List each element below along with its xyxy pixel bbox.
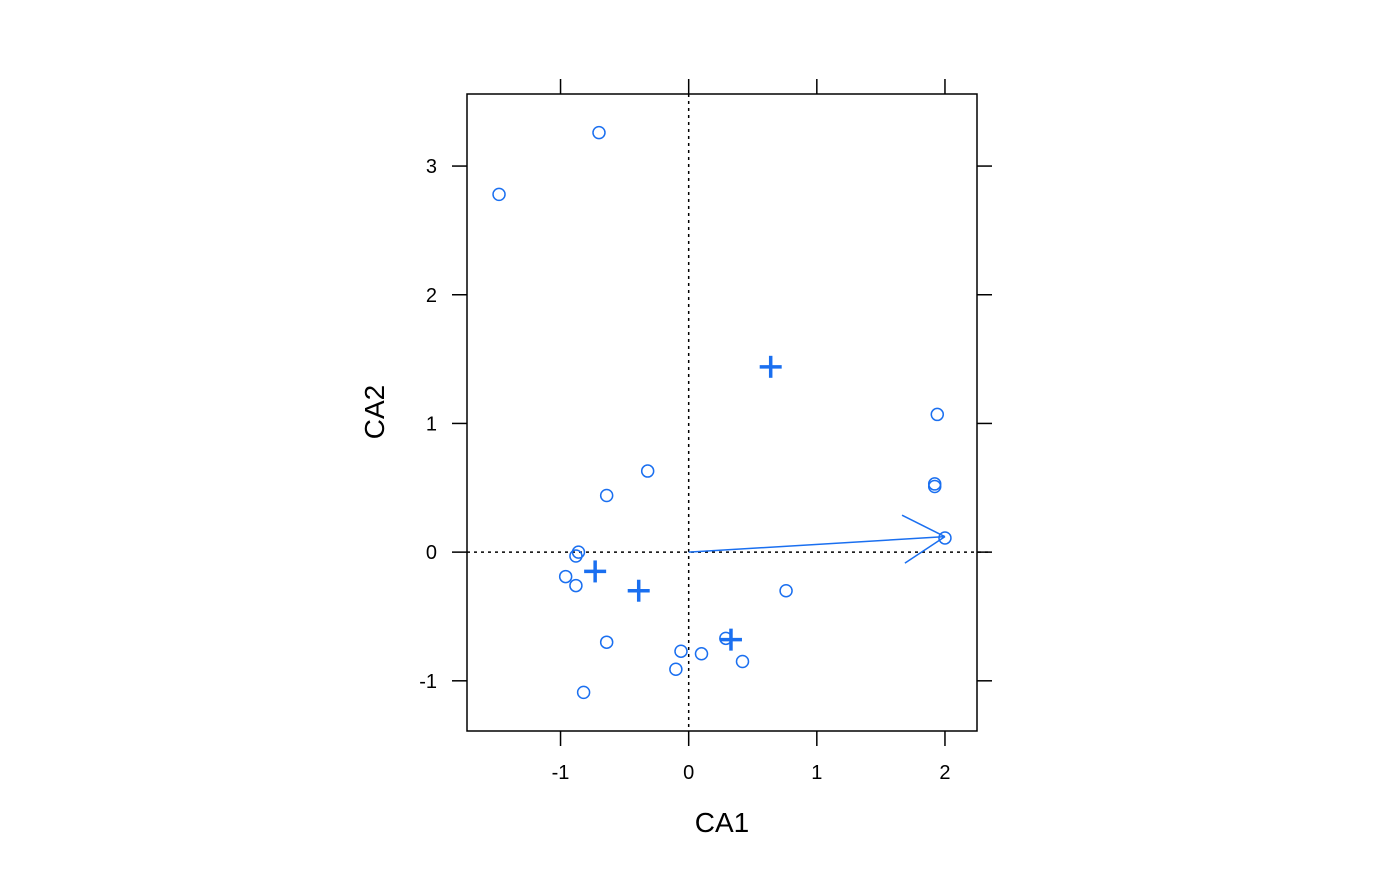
data-point-circle <box>592 125 606 140</box>
y-tick-label: 0 <box>426 542 437 564</box>
data-point-circle <box>674 644 688 658</box>
data-point-circle <box>779 583 793 598</box>
x-tick-label: 0 <box>683 762 694 784</box>
tick-labels: -1 0 1 2 -1 0 1 2 3 <box>419 156 950 784</box>
x-tick-label: 1 <box>811 762 822 784</box>
x-axis-title: CA1 <box>695 807 749 838</box>
centroid-plus-marker <box>759 355 782 378</box>
y-axis-title: CA2 <box>359 385 390 439</box>
centroid-plus-marker <box>719 628 742 651</box>
data-point-circle <box>694 647 709 661</box>
data-point-circle <box>599 488 614 503</box>
y-tick-label: 1 <box>426 413 437 435</box>
data-marks <box>492 125 952 700</box>
y-tick-label: -1 <box>419 671 437 693</box>
vector-arrow-shaft <box>688 535 946 553</box>
data-point-circle <box>927 477 942 491</box>
y-tick-label: 2 <box>426 285 437 307</box>
data-point-circle <box>599 635 614 649</box>
reference-lines <box>467 94 992 731</box>
data-point-circle <box>927 479 942 494</box>
data-point-circle <box>571 545 586 559</box>
x-tick-label: 2 <box>939 762 950 784</box>
data-point-circle <box>558 569 573 584</box>
vector-arrow-head <box>901 514 946 538</box>
x-tick-label: -1 <box>552 762 570 784</box>
data-point-circle <box>735 654 750 669</box>
vector-arrow-head <box>904 536 946 564</box>
centroid-plus-marker <box>584 560 607 583</box>
data-point-circle <box>569 578 583 593</box>
data-point-circle <box>576 685 591 700</box>
data-point-circle <box>669 662 683 676</box>
plot-frame <box>466 93 978 732</box>
data-point-circle <box>938 531 952 545</box>
data-point-circle <box>930 407 945 422</box>
centroid-plus-marker <box>627 579 650 602</box>
data-point-circle <box>492 187 506 202</box>
data-point-circle <box>569 549 583 563</box>
data-point-circle <box>640 464 655 478</box>
y-tick-label: 3 <box>426 156 437 178</box>
axis-ticks <box>452 79 992 746</box>
